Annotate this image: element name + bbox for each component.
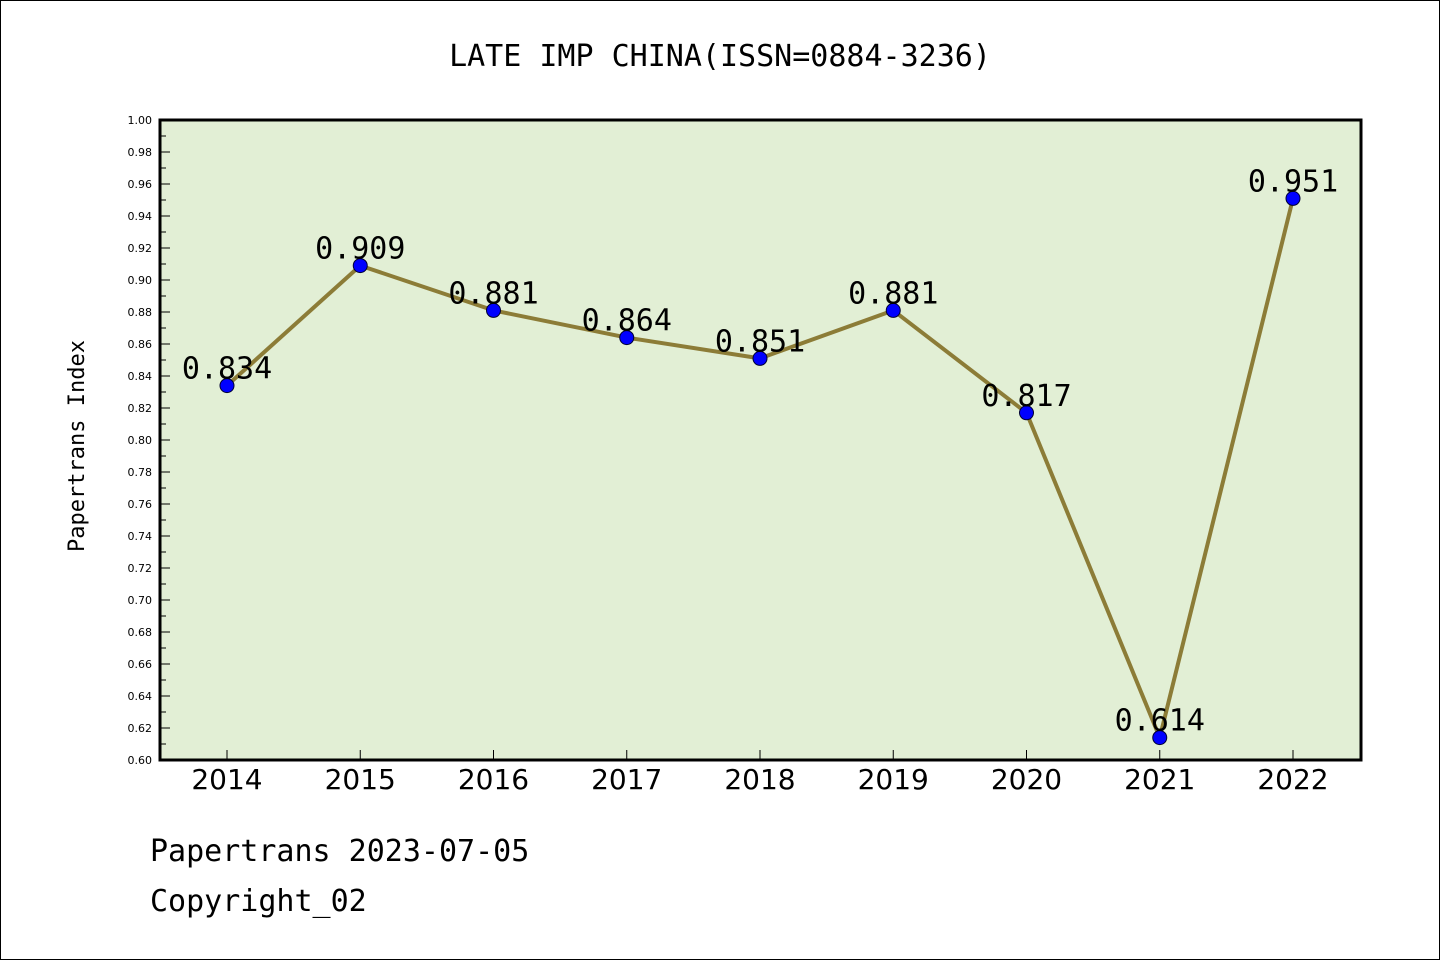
y-tick-label: 0.68 (128, 626, 153, 639)
y-tick-label: 0.98 (128, 146, 153, 159)
data-point-marker (619, 330, 635, 346)
x-tick-label: 2021 (1124, 763, 1195, 796)
y-axis-ticks: 0.60 0.62 0.64 0.66 0.68 0.70 0.72 0.74 0.76 0.78… (128, 114, 170, 767)
y-tick-label: 0.70 (128, 594, 153, 607)
y-tick-label: 0.76 (128, 498, 153, 511)
y-axis-label: Papertrans Index (65, 340, 90, 552)
data-label: 0.614 (1115, 704, 1205, 739)
data-label: 0.881 (448, 276, 538, 311)
data-point-marker (486, 302, 501, 318)
x-tick-label: 2018 (724, 763, 795, 796)
y-tick-label: 0.66 (128, 658, 153, 671)
chart-title: LATE IMP CHINA(ISSN=0884-3236) (449, 39, 991, 74)
data-point-marker (1285, 190, 1301, 206)
y-tick-label: 0.64 (128, 690, 153, 703)
y-tick-label: 1.00 (128, 114, 153, 127)
x-tick-label: 2015 (325, 763, 396, 796)
data-point-marker (219, 378, 235, 394)
y-tick-label: 0.94 (128, 210, 153, 223)
y-tick-label: 0.92 (128, 242, 153, 255)
y-tick-label: 0.72 (128, 562, 153, 575)
x-tick-label: 2019 (858, 763, 929, 796)
data-label: 0.881 (848, 276, 938, 311)
footer-copyright-text: Copyright_02 (150, 884, 367, 919)
data-point-marker (1019, 405, 1034, 421)
data-label: 0.864 (582, 304, 672, 339)
y-tick-label: 0.96 (128, 178, 153, 191)
x-tick-label: 2020 (991, 763, 1062, 796)
y-tick-label: 0.78 (128, 466, 153, 479)
x-tick-label: 2017 (591, 763, 662, 796)
y-tick-label: 0.74 (128, 530, 153, 543)
footer-date-text: Papertrans 2023-07-05 (150, 834, 530, 869)
data-points (219, 190, 1301, 746)
data-point-marker (1152, 730, 1168, 746)
y-tick-label: 0.62 (128, 722, 153, 735)
y-tick-label: 0.84 (128, 370, 153, 383)
y-tick-label: 0.90 (128, 274, 153, 287)
data-label: 0.834 (182, 352, 272, 387)
y-tick-label: 0.88 (128, 306, 153, 319)
data-point-marker (352, 258, 368, 274)
data-point-marker (752, 350, 768, 366)
y-tick-label: 0.82 (128, 402, 153, 415)
y-tick-label: 0.86 (128, 338, 153, 351)
x-tick-label: 2022 (1257, 763, 1328, 796)
plot-area (158, 118, 1363, 762)
data-labels: 0.834 0.909 0.881 0.864 0.851 0.881 0.817 0.614… (182, 164, 1338, 738)
x-tick-label: 2016 (458, 763, 529, 796)
data-label: 0.909 (315, 232, 405, 267)
data-label: 0.951 (1248, 164, 1338, 199)
data-label: 0.817 (981, 379, 1071, 414)
y-tick-label: 0.80 (128, 434, 153, 447)
x-tick-label: 2014 (191, 763, 262, 796)
y-tick-label: 0.60 (128, 754, 153, 767)
data-label: 0.851 (715, 324, 805, 359)
x-axis-ticks: 2014 2015 2016 2017 2018 2019 2020 2021 2022 (191, 750, 1329, 796)
data-point-marker (885, 302, 901, 318)
